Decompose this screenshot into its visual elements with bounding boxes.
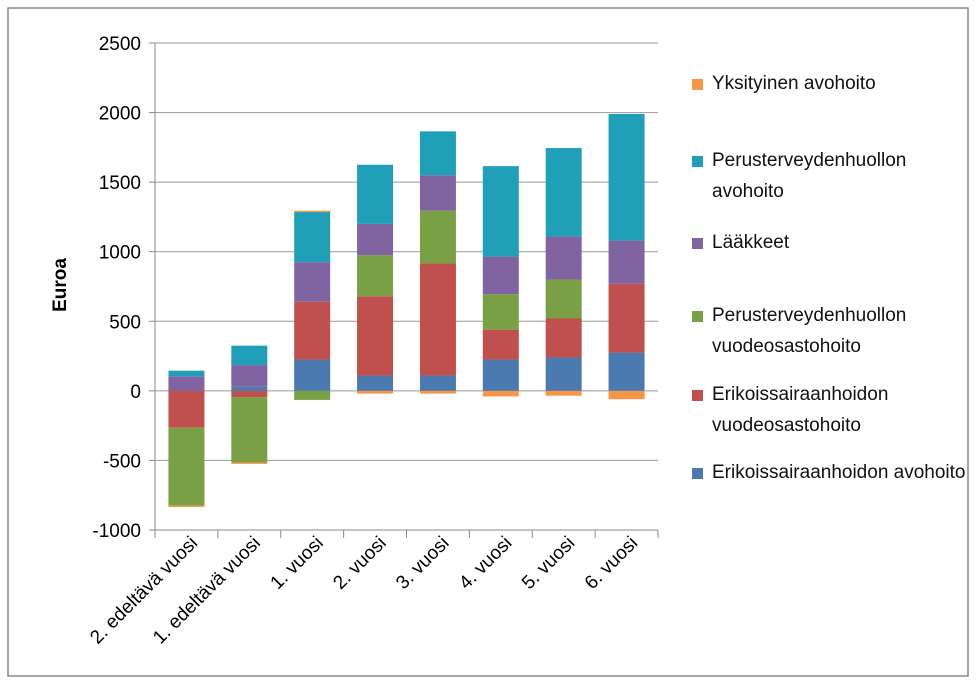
bar-segment [294,301,331,360]
legend-swatch [692,79,703,90]
legend-label: Perusterveydenhuollon avohoito [712,150,907,202]
bar-segment [545,357,582,391]
x-tick-label: 6. vuosi [581,533,642,594]
x-tick-label: 4. vuosi [455,533,516,594]
bar-segment [482,294,519,330]
bar-segment [357,390,394,394]
bar-segment [294,262,331,302]
y-tick-label: 1500 [99,173,141,194]
y-tick-label: 500 [109,312,141,333]
legend-swatch [692,468,703,479]
bar-segment [357,296,394,376]
y-axis-label: Euroa [50,258,71,312]
x-tick-label: 2. edeltävä vuosi [86,533,202,649]
bar-segment [231,390,268,398]
bar-segment [545,390,582,396]
bar-segment [608,240,645,284]
bar-segment [419,175,456,211]
legend-label: Erikoissairaanhoidon vuodeosastohoito [712,384,889,436]
legend-swatch [692,156,703,167]
legend-label: Perusterveydenhuollon vuodeosastohoito [712,305,907,357]
bar-segment [168,427,205,506]
legend-swatch [692,238,703,249]
bar-segment [419,131,456,176]
bar-segment [168,376,205,391]
bar-segment [168,370,205,377]
bar-segment [545,318,582,358]
bar-segment [231,365,268,387]
bar-segment [231,386,268,391]
bar-segment [419,375,456,391]
bar-segment [545,236,582,280]
chart-frame [7,7,969,677]
bar-segment [608,113,645,241]
y-tick-label: -500 [103,451,141,472]
bar-segment [482,329,519,360]
bar-segment [482,166,519,257]
bar-segment [545,279,582,319]
bar-segment [357,375,394,391]
x-tick-label: 1. edeltävä vuosi [149,533,265,649]
bar-segment [168,505,205,508]
x-tick-label: 5. vuosi [518,533,579,594]
y-tick-label: 2500 [99,34,141,55]
bar-segment [482,390,519,397]
bar-segment [419,390,456,394]
bar-segment [231,462,268,464]
legend-label: Yksityinen avohoito [712,73,876,94]
bar-segment [294,390,331,400]
bar-segment [231,345,268,366]
y-tick-label: 1000 [99,243,141,264]
bar-segment [294,212,331,263]
bar-segment [168,390,205,428]
legend-label: Erikoissairaanhoidon avohoito [712,462,966,483]
x-tick-label: 2. vuosi [329,533,390,594]
bar-segment [608,352,645,391]
bar-segment [482,256,519,295]
bar-segment [357,255,394,297]
bar-segment [419,210,456,264]
x-tick-label: 3. vuosi [392,533,453,594]
y-tick-label: -1000 [92,521,141,542]
bar-segment [608,283,645,353]
legend-swatch [692,390,703,401]
x-tick-label: 1. vuosi [267,533,328,594]
bar-segment [231,397,268,463]
bar-segment [419,263,456,376]
bar-segment [357,223,394,256]
bar-segment [294,359,331,391]
bar-segment [482,359,519,391]
y-tick-label: 2000 [99,104,141,125]
bar-segment [608,390,645,400]
y-tick-label: 0 [130,382,141,403]
bar-segment [294,210,331,213]
legend-swatch [692,311,703,322]
bar-segment [545,148,582,237]
bar-segment [357,164,394,224]
legend-label: Lääkkeet [712,232,790,253]
